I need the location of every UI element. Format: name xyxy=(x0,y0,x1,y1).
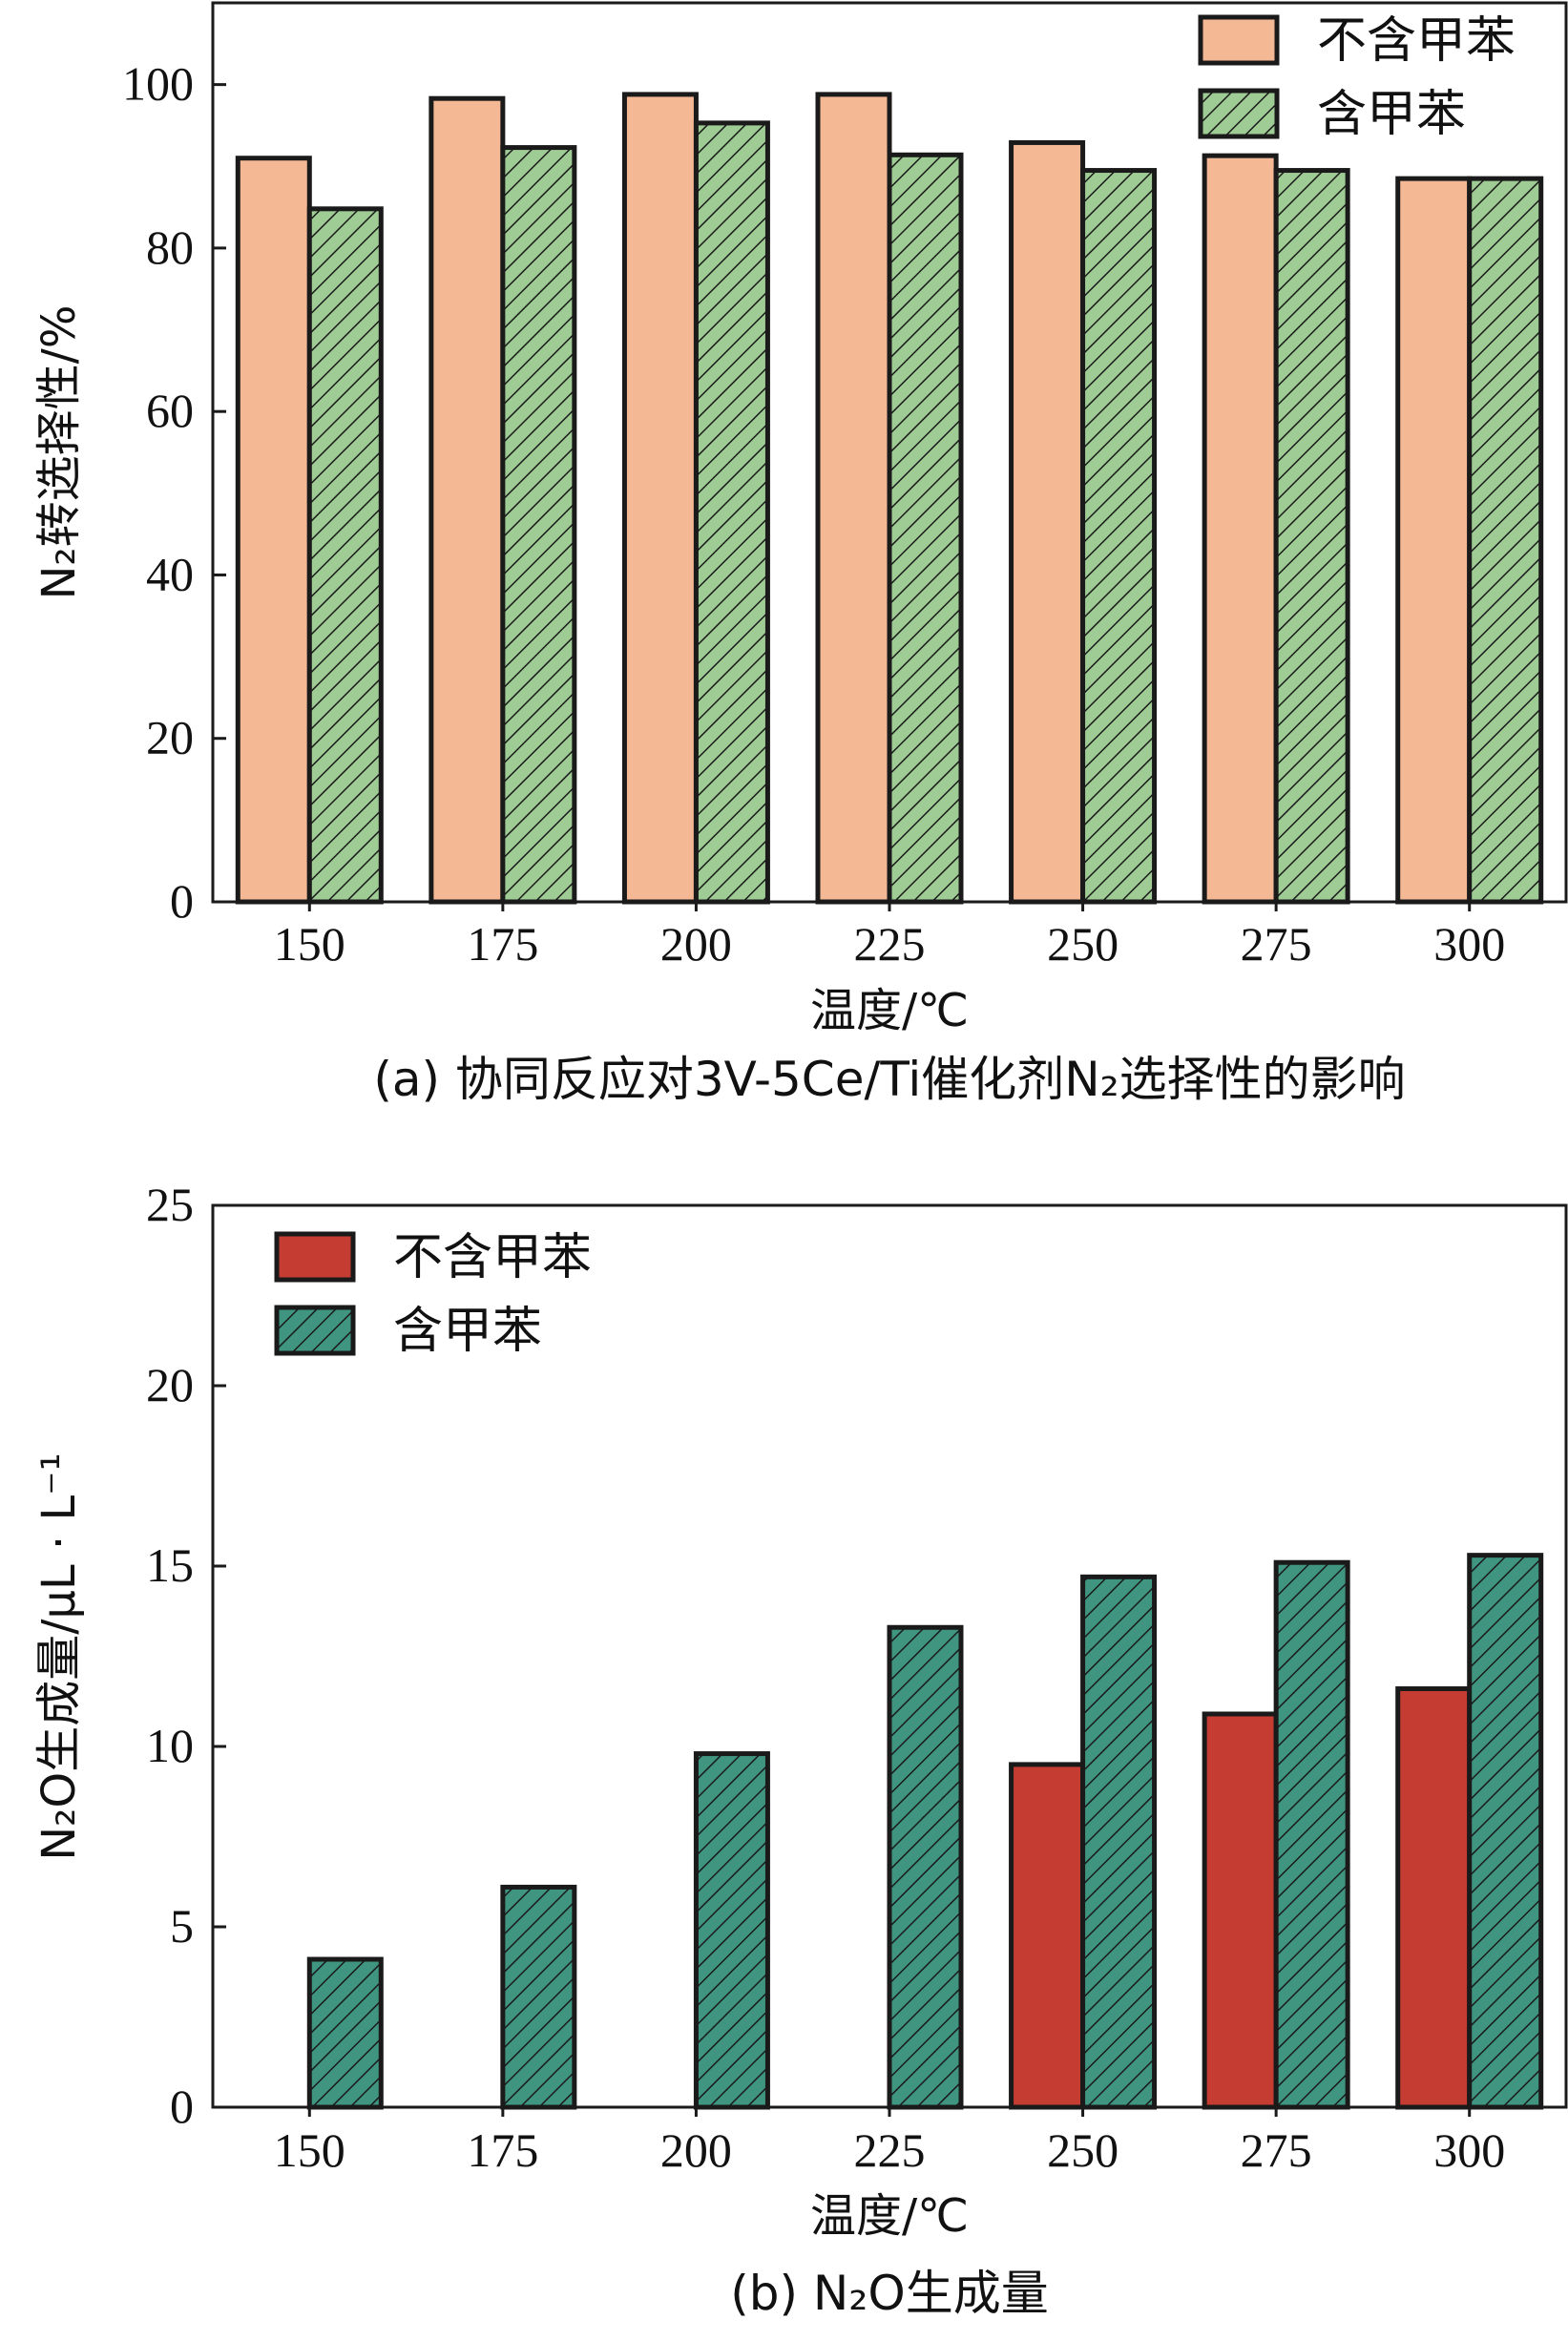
bar-without-toluene-150 xyxy=(235,156,312,905)
bar-without-toluene-300 xyxy=(1395,176,1473,905)
bars xyxy=(235,92,1544,905)
bar-with-toluene-250 xyxy=(1080,1574,1158,2110)
x-tick-label: 175 xyxy=(467,2123,538,2177)
bar-without-toluene-225 xyxy=(815,92,892,905)
bar-with-toluene-300 xyxy=(1467,176,1544,905)
bar-without-toluene-250 xyxy=(1009,1762,1086,2110)
x-tick-label: 150 xyxy=(274,917,345,971)
bar-without-toluene-275 xyxy=(1202,153,1279,905)
y-tick-label: 15 xyxy=(146,1538,194,1592)
y-tick-label: 5 xyxy=(170,1899,194,1953)
x-tick-label: 250 xyxy=(1047,917,1119,971)
legend-swatch xyxy=(274,1231,356,1283)
bar-with-toluene-150 xyxy=(306,206,384,905)
x-tick-label: 275 xyxy=(1241,917,1312,971)
legend-swatch xyxy=(274,1305,356,1356)
x-tick-label: 275 xyxy=(1241,2123,1312,2177)
x-axis-label: 温度/℃ xyxy=(810,984,969,1037)
y-tick-label: 60 xyxy=(146,384,194,437)
y-tick-label: 80 xyxy=(146,220,194,274)
y-ticks: 0 20 40 60 80 100 xyxy=(122,57,226,928)
bar-with-toluene-225 xyxy=(887,1624,964,2110)
bar-with-toluene-150 xyxy=(306,1956,384,2110)
legend-label: 含甲苯 xyxy=(393,1303,542,1360)
bar-without-toluene-275 xyxy=(1202,1711,1279,2110)
x-ticks: 150 175 200 225 250 275 300 xyxy=(274,2107,1505,2177)
legend-label: 不含甲苯 xyxy=(393,1229,592,1286)
bar-with-toluene-275 xyxy=(1273,168,1350,905)
bar-with-toluene-275 xyxy=(1273,1559,1350,2110)
bar-with-toluene-200 xyxy=(693,1751,770,2110)
y-axis-label: N₂转选择性/% xyxy=(32,305,86,600)
bar-without-toluene-250 xyxy=(1009,139,1086,905)
y-tick-label: 10 xyxy=(146,1719,194,1772)
bar-with-toluene-175 xyxy=(500,1884,577,2110)
x-tick-label: 200 xyxy=(660,917,732,971)
x-tick-label: 250 xyxy=(1047,2123,1119,2177)
y-tick-label: 40 xyxy=(146,547,194,600)
bar-without-toluene-200 xyxy=(621,92,699,905)
legend-swatch xyxy=(1198,88,1280,139)
bar-with-toluene-300 xyxy=(1467,1553,1544,2110)
x-tick-label: 300 xyxy=(1433,2123,1505,2177)
y-ticks: 0 5 10 15 20 25 xyxy=(146,1178,226,2133)
x-tick-label: 150 xyxy=(274,2123,345,2177)
bar-with-toluene-225 xyxy=(887,152,964,905)
y-tick-label: 100 xyxy=(122,57,194,111)
legend-label: 含甲苯 xyxy=(1317,86,1466,143)
x-ticks: 150 175 200 225 250 275 300 xyxy=(274,902,1505,971)
x-tick-label: 175 xyxy=(467,917,538,971)
legend-label: 不含甲苯 xyxy=(1317,12,1516,70)
y-axis-label: N₂O生成量/μL · L⁻¹ xyxy=(32,1453,86,1860)
x-tick-label: 300 xyxy=(1433,917,1505,971)
y-tick-label: 25 xyxy=(146,1178,194,1231)
x-tick-label: 225 xyxy=(854,917,926,971)
chart-a: 0 20 40 60 80 100 150 175 200 225 250 275 300 不含甲苯含… xyxy=(32,1,1568,1107)
x-tick-label: 225 xyxy=(854,2123,926,2177)
bar-with-toluene-200 xyxy=(693,120,770,905)
chart-caption: (b) N₂O生成量 xyxy=(730,2266,1048,2321)
chart-b: 0 5 10 15 20 25 150 175 200 225 250 275 300 不含甲苯含甲苯… xyxy=(32,1178,1568,2321)
y-tick-label: 20 xyxy=(146,711,194,764)
bar-without-toluene-175 xyxy=(429,95,506,905)
y-tick-label: 0 xyxy=(170,874,194,928)
bar-without-toluene-300 xyxy=(1395,1686,1473,2110)
y-tick-label: 20 xyxy=(146,1358,194,1411)
bar-with-toluene-175 xyxy=(500,145,577,905)
y-tick-label: 0 xyxy=(170,2080,194,2133)
x-axis-label: 温度/℃ xyxy=(810,2189,969,2243)
bars xyxy=(306,1553,1544,2110)
legend-swatch xyxy=(1198,14,1280,66)
bar-with-toluene-250 xyxy=(1080,168,1158,905)
chart-caption: (a) 协同反应对3V-5Ce/Ti催化剂N₂选择性的影响 xyxy=(373,1052,1405,1107)
x-tick-label: 200 xyxy=(660,2123,732,2177)
